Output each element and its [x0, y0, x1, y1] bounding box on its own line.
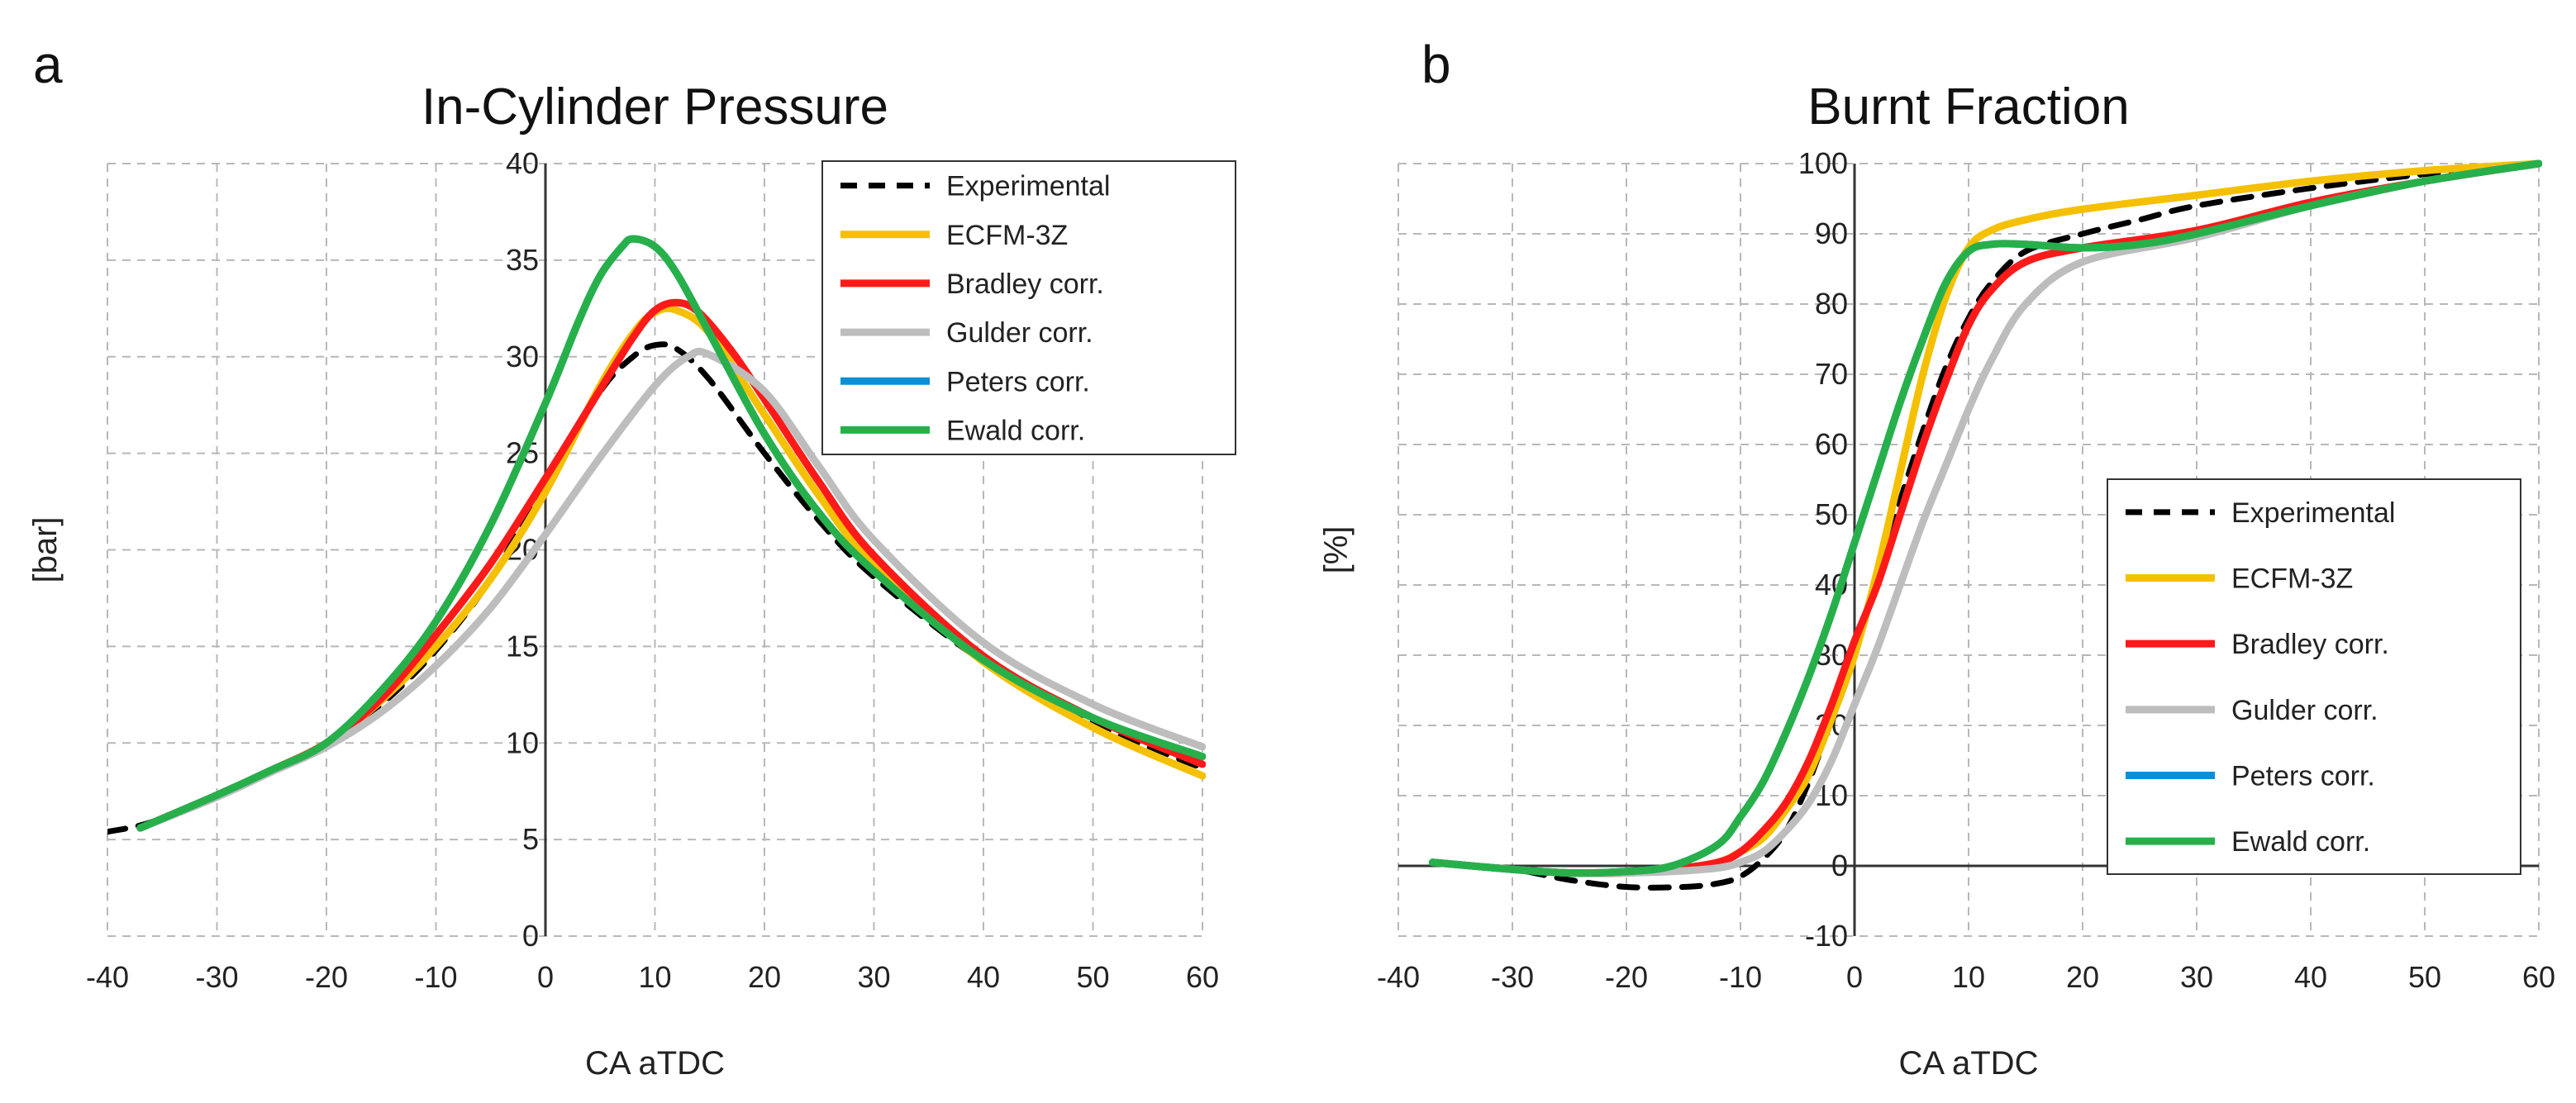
chart-title: In-Cylinder Pressure: [421, 78, 888, 135]
legend: Experimental ECFM-3Z Bradley corr. Gulder c…: [821, 160, 1236, 455]
x-tick-label: -30: [1491, 960, 1534, 994]
x-tick-label: -30: [195, 960, 238, 994]
x-tick-label: 50: [2408, 960, 2441, 994]
panel-a: a In-Cylinder Pressure -40 -30 -20 -10 0 10 20 30…: [27, 35, 1236, 1082]
y-tick-label: 0: [1831, 849, 1848, 882]
x-tick-label: -40: [86, 960, 129, 994]
x-tick-label: -40: [1377, 960, 1420, 994]
y-tick-label: 60: [1815, 427, 1848, 461]
y-tick-label: 40: [506, 146, 539, 180]
legend: Experimental ECFM-3Z Bradley corr. Gulder c…: [2107, 478, 2521, 875]
legend-label: Experimental: [946, 171, 1110, 202]
series-line-ewald-corr: [1428, 159, 2542, 877]
y-tick-label: 5: [522, 822, 539, 856]
y-tick-label: 35: [506, 243, 539, 277]
x-tick-label: -10: [1719, 960, 1762, 994]
series-group: [1428, 159, 2542, 891]
y-tick-label: 50: [1815, 497, 1848, 531]
x-tick-label: 20: [748, 960, 781, 994]
y-axis-label: [%]: [1318, 526, 1355, 574]
legend-label: Gulder corr.: [946, 317, 1093, 349]
x-axis-label: CA aTDC: [1899, 1045, 2039, 1082]
x-tick-label: 50: [1076, 960, 1109, 994]
legend-label: Ewald corr.: [946, 415, 1085, 446]
x-tick-label: -10: [414, 960, 457, 994]
x-tick-label: 10: [638, 960, 671, 994]
legend-box: [821, 160, 1236, 455]
y-tick-label: 70: [1815, 357, 1848, 391]
legend-label: Ewald corr.: [2231, 826, 2370, 858]
series-line-ewald-corr: [136, 235, 1206, 832]
x-tick-label: 0: [537, 960, 554, 994]
y-tick-label: 80: [1815, 287, 1848, 321]
x-tick-label: 20: [2066, 960, 2099, 994]
y-axis-label: [bar]: [27, 516, 64, 582]
panel-b: b Burnt Fraction -40 -30 -20 -10 0 10 20 30 40 50 60…: [1318, 35, 2555, 1082]
y-tick-label: 30: [506, 340, 539, 373]
x-tick-label: 60: [1186, 960, 1219, 994]
panel-letter: b: [1421, 35, 1451, 94]
x-tick-label: 40: [2294, 960, 2327, 994]
x-tick-label: 0: [1846, 960, 1863, 994]
x-tick-label: 10: [1952, 960, 1985, 994]
y-tick-label: -10: [1805, 919, 1848, 953]
legend-label: ECFM-3Z: [946, 220, 1068, 251]
x-tick-label: -20: [305, 960, 348, 994]
legend-label: Gulder corr.: [2231, 695, 2378, 726]
x-tick-label: 40: [967, 960, 1000, 994]
legend-box: [2107, 478, 2521, 875]
x-axis-label: CA aTDC: [585, 1045, 725, 1082]
legend-label: Peters corr.: [946, 366, 1090, 397]
y-tick-label: 90: [1815, 216, 1848, 250]
panel-letter: a: [33, 35, 63, 94]
y-tick-label: 0: [522, 919, 539, 953]
legend-label: ECFM-3Z: [2231, 563, 2353, 595]
y-tick-label: 100: [1798, 146, 1848, 180]
y-tick-label: 15: [506, 629, 539, 663]
x-tick-label: 30: [2180, 960, 2213, 994]
legend-label: Bradley corr.: [946, 269, 1104, 300]
chart-title: Burnt Fraction: [1807, 78, 2129, 135]
x-tick-label: -20: [1605, 960, 1648, 994]
legend-label: Experimental: [2231, 497, 2395, 529]
x-tick-label: 30: [857, 960, 890, 994]
legend-label: Bradley corr.: [2231, 629, 2389, 660]
y-tick-label: 10: [506, 725, 539, 759]
legend-label: Peters corr.: [2231, 761, 2375, 792]
gridlines: [107, 163, 1203, 937]
series-group: [107, 235, 1206, 835]
x-tick-label: 60: [2522, 960, 2555, 994]
